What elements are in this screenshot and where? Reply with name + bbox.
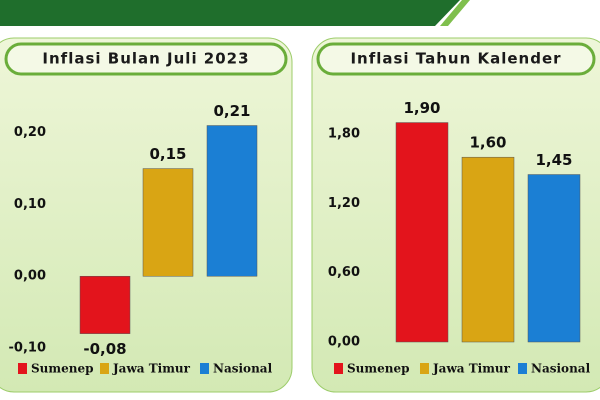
value-label: 1,45: [535, 151, 572, 169]
y-tick-label: 0,60: [328, 265, 360, 280]
header-banner: [0, 0, 460, 26]
y-tick-label: 0,20: [14, 125, 46, 140]
legend-swatch: [420, 363, 429, 374]
title-pill: [4, 42, 288, 76]
value-label: 1,90: [403, 99, 440, 117]
y-tick-label: 0,00: [328, 335, 360, 350]
legend-label: Sumenep: [31, 362, 93, 376]
y-tick-label: 1,80: [328, 127, 360, 142]
bar: [527, 174, 581, 343]
bar: [461, 156, 515, 343]
bar: [206, 125, 258, 277]
value-label: -0,08: [83, 340, 126, 358]
legend-swatch: [518, 363, 527, 374]
legend-label: Jawa Timur: [112, 362, 191, 376]
header-accent: [440, 0, 470, 26]
legend-label: Sumenep: [347, 362, 409, 376]
y-tick-label: 0,10: [14, 197, 46, 212]
value-label: 1,60: [469, 134, 506, 152]
chart-title: Inflasi Bulan Juli 2023: [42, 50, 249, 68]
legend-swatch: [18, 363, 27, 374]
y-tick-label: 0,00: [14, 269, 46, 284]
y-tick-label: 1,20: [328, 196, 360, 211]
bar: [142, 168, 194, 277]
title-pill: [316, 42, 596, 76]
legend-swatch: [100, 363, 109, 374]
legend-label: Nasional: [531, 362, 591, 376]
legend-swatch: [200, 363, 209, 374]
bar: [395, 122, 449, 343]
legend-label: Nasional: [213, 362, 273, 376]
bar: [79, 275, 131, 334]
value-label: 0,21: [213, 102, 250, 120]
legend-label: Jawa Timur: [432, 362, 511, 376]
chart-title: Inflasi Tahun Kalender: [350, 50, 561, 68]
legend-swatch: [334, 363, 343, 374]
y-tick-label: -0,10: [9, 341, 46, 356]
value-label: 0,15: [149, 145, 186, 163]
